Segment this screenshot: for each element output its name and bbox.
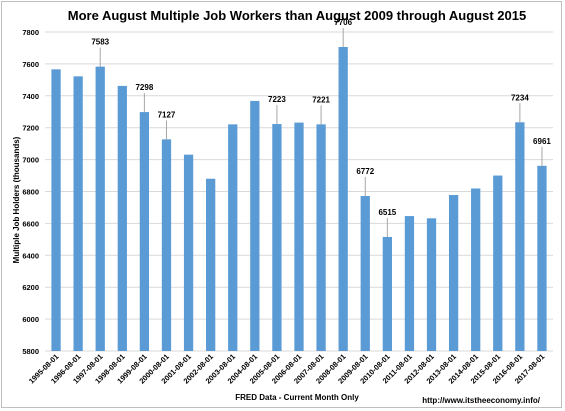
bar xyxy=(161,139,172,351)
y-tick-label: 7200 xyxy=(22,124,39,133)
y-tick-label: 6000 xyxy=(22,315,39,324)
source-note: http://www.itstheeconomy.info/ xyxy=(422,396,541,405)
x-axis-title: FRED Data - Current Month Only xyxy=(235,393,359,402)
y-tick-label: 6400 xyxy=(22,251,39,260)
bar xyxy=(250,100,260,352)
data-label: 6515 xyxy=(378,208,396,217)
y-tick-label: 7800 xyxy=(22,28,39,37)
data-label: 6772 xyxy=(356,167,374,176)
bar xyxy=(51,69,61,351)
bar xyxy=(272,124,282,352)
data-label: 7298 xyxy=(135,83,153,92)
bar xyxy=(316,124,326,352)
bar xyxy=(183,154,194,351)
bar xyxy=(139,112,150,351)
y-axis-ticks: 5800 6000 6200 6400 6600 6800 7000 7200 7400 7600… xyxy=(22,28,39,356)
bar xyxy=(206,178,216,351)
y-tick-label: 7400 xyxy=(22,92,39,101)
bar xyxy=(493,175,503,351)
data-label: 7221 xyxy=(312,95,330,104)
data-label: 7706 xyxy=(334,18,352,27)
bars xyxy=(51,46,547,352)
data-labels: 7583 7298 7127 7223 7221 7706 6772 6515 7234 6961 xyxy=(91,18,551,217)
bar xyxy=(338,46,348,351)
bar xyxy=(294,122,304,351)
bar xyxy=(73,76,83,351)
y-tick-label: 7000 xyxy=(22,156,39,165)
bar xyxy=(382,236,392,351)
bar xyxy=(426,218,437,351)
bar xyxy=(448,195,459,351)
x-axis-ticks: 1995-08-011996-08-011997-08-011998-08-01… xyxy=(27,352,546,385)
data-label: 7234 xyxy=(511,93,529,102)
y-tick-label: 6200 xyxy=(22,283,39,292)
y-tick-label: 6800 xyxy=(22,188,39,197)
bar xyxy=(471,188,481,351)
data-label: 7583 xyxy=(91,38,109,47)
bar xyxy=(537,165,547,351)
bar xyxy=(117,85,127,351)
bar xyxy=(228,124,238,352)
data-label: 7127 xyxy=(158,110,176,119)
data-label: 6961 xyxy=(533,137,551,146)
y-tick-label: 6600 xyxy=(22,219,39,228)
gridlines xyxy=(45,31,553,352)
data-label-leaders xyxy=(99,27,543,237)
bar xyxy=(95,66,105,351)
bar xyxy=(360,195,370,351)
data-label: 7223 xyxy=(268,95,286,104)
y-tick-label: 7600 xyxy=(22,60,39,69)
bar xyxy=(515,122,525,351)
bar xyxy=(404,216,415,351)
chart-title: More August Multiple Job Workers than Au… xyxy=(68,8,526,23)
y-axis-title: Multiple Job Holders (thousands) xyxy=(12,136,21,263)
y-tick-label: 5800 xyxy=(22,347,39,356)
